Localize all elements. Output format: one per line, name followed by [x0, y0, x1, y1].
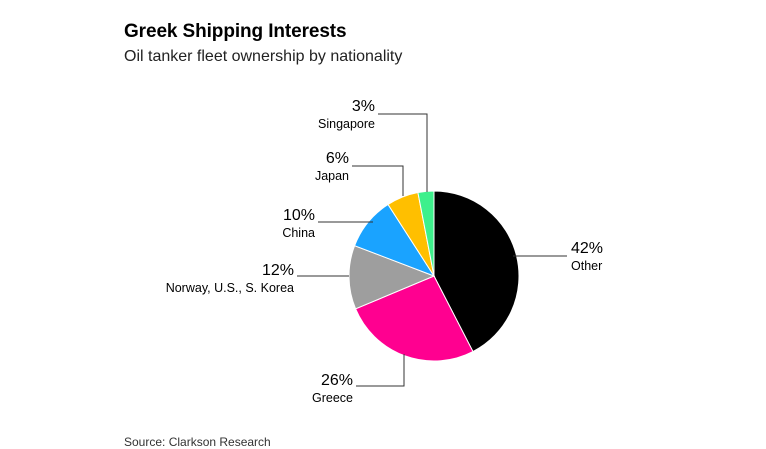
pie-slices [348, 190, 520, 362]
slice-name-label-other: Other [571, 259, 602, 273]
slice-labels: 42% Other 26% Greece 12% Norway, U.S., S… [166, 98, 603, 405]
leader-line-japan [352, 165, 404, 196]
slice-value-label-norway: 12% [262, 262, 294, 279]
slice-name-label-greece: Greece [312, 391, 353, 405]
leader-line-greece [356, 354, 405, 387]
slice-value-label-china: 10% [283, 207, 315, 224]
chart-subtitle: Oil tanker fleet ownership by nationalit… [124, 48, 403, 65]
slice-value-label-singapore: 3% [352, 98, 375, 115]
chart-title: Greek Shipping Interests [124, 21, 347, 42]
slice-value-label-japan: 6% [326, 150, 349, 167]
slice-name-label-singapore: Singapore [318, 117, 375, 131]
slice-value-label-greece: 26% [321, 372, 353, 389]
pie-slice-singapore [417, 190, 435, 277]
slice-name-label-japan: Japan [315, 169, 349, 183]
slice-name-label-norway: Norway, U.S., S. Korea [166, 281, 294, 295]
leader-line-singapore [378, 113, 428, 192]
slice-name-label-china: China [282, 226, 315, 240]
pie-slice-greece [354, 275, 474, 362]
leader-lines [297, 113, 567, 387]
source-note: Source: Clarkson Research [124, 435, 271, 449]
slice-value-label-other: 42% [571, 240, 603, 257]
pie-slice-norway-u-s-s-korea [348, 245, 436, 310]
